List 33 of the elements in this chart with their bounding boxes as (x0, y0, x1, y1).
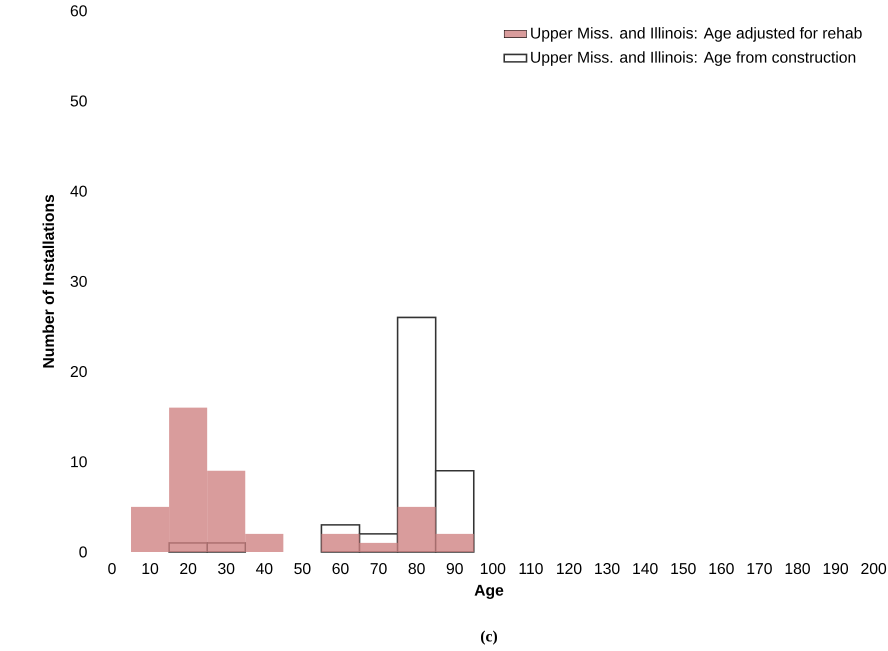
y-tick-label: 10 (71, 456, 87, 468)
x-tick-label: 20 (180, 563, 196, 574)
y-axis-title: Number of Installations (42, 194, 54, 368)
x-tick-label: 120 (557, 563, 582, 574)
x-axis-title: Age (474, 584, 504, 599)
y-tick-label: 30 (70, 276, 87, 287)
x-tick-label: 110 (520, 563, 543, 574)
x-tick-label: 50 (294, 563, 310, 574)
x-tick-label: 180 (786, 563, 810, 574)
x-tick-label: 40 (256, 563, 272, 574)
x-tick-label: 150 (671, 563, 696, 574)
x-tick-label: 80 (408, 563, 425, 574)
text: (c) (480, 630, 498, 645)
x-tick-label: 140 (633, 563, 658, 574)
x-tick-label: 200 (861, 563, 886, 574)
x-tick-label: 30 (218, 563, 234, 574)
y-tick-label: 20 (70, 366, 87, 378)
y-tick-label: 40 (70, 186, 87, 197)
x-tick-label: 130 (595, 563, 620, 574)
legend-label: Upper Miss. and Illinois: Age from construction (531, 51, 856, 66)
x-tick-label: 90 (446, 563, 463, 574)
legend-label: Upper Miss. and Illinois: Age adjusted for rehab (531, 27, 862, 42)
y-tick-label: 0 (79, 546, 87, 558)
y-tick-label: 60 (70, 5, 87, 16)
x-tick-label: 190 (824, 563, 848, 574)
x-tick-label: 60 (332, 563, 349, 574)
x-tick-label: 160 (709, 563, 734, 574)
x-tick-label: 170 (747, 563, 772, 574)
x-tick-label: 70 (370, 563, 387, 574)
x-tick-label: 0 (108, 563, 116, 574)
y-tick-label: 50 (70, 95, 87, 107)
x-tick-label: 100 (480, 563, 506, 574)
x-tick-label: 10 (142, 563, 158, 574)
